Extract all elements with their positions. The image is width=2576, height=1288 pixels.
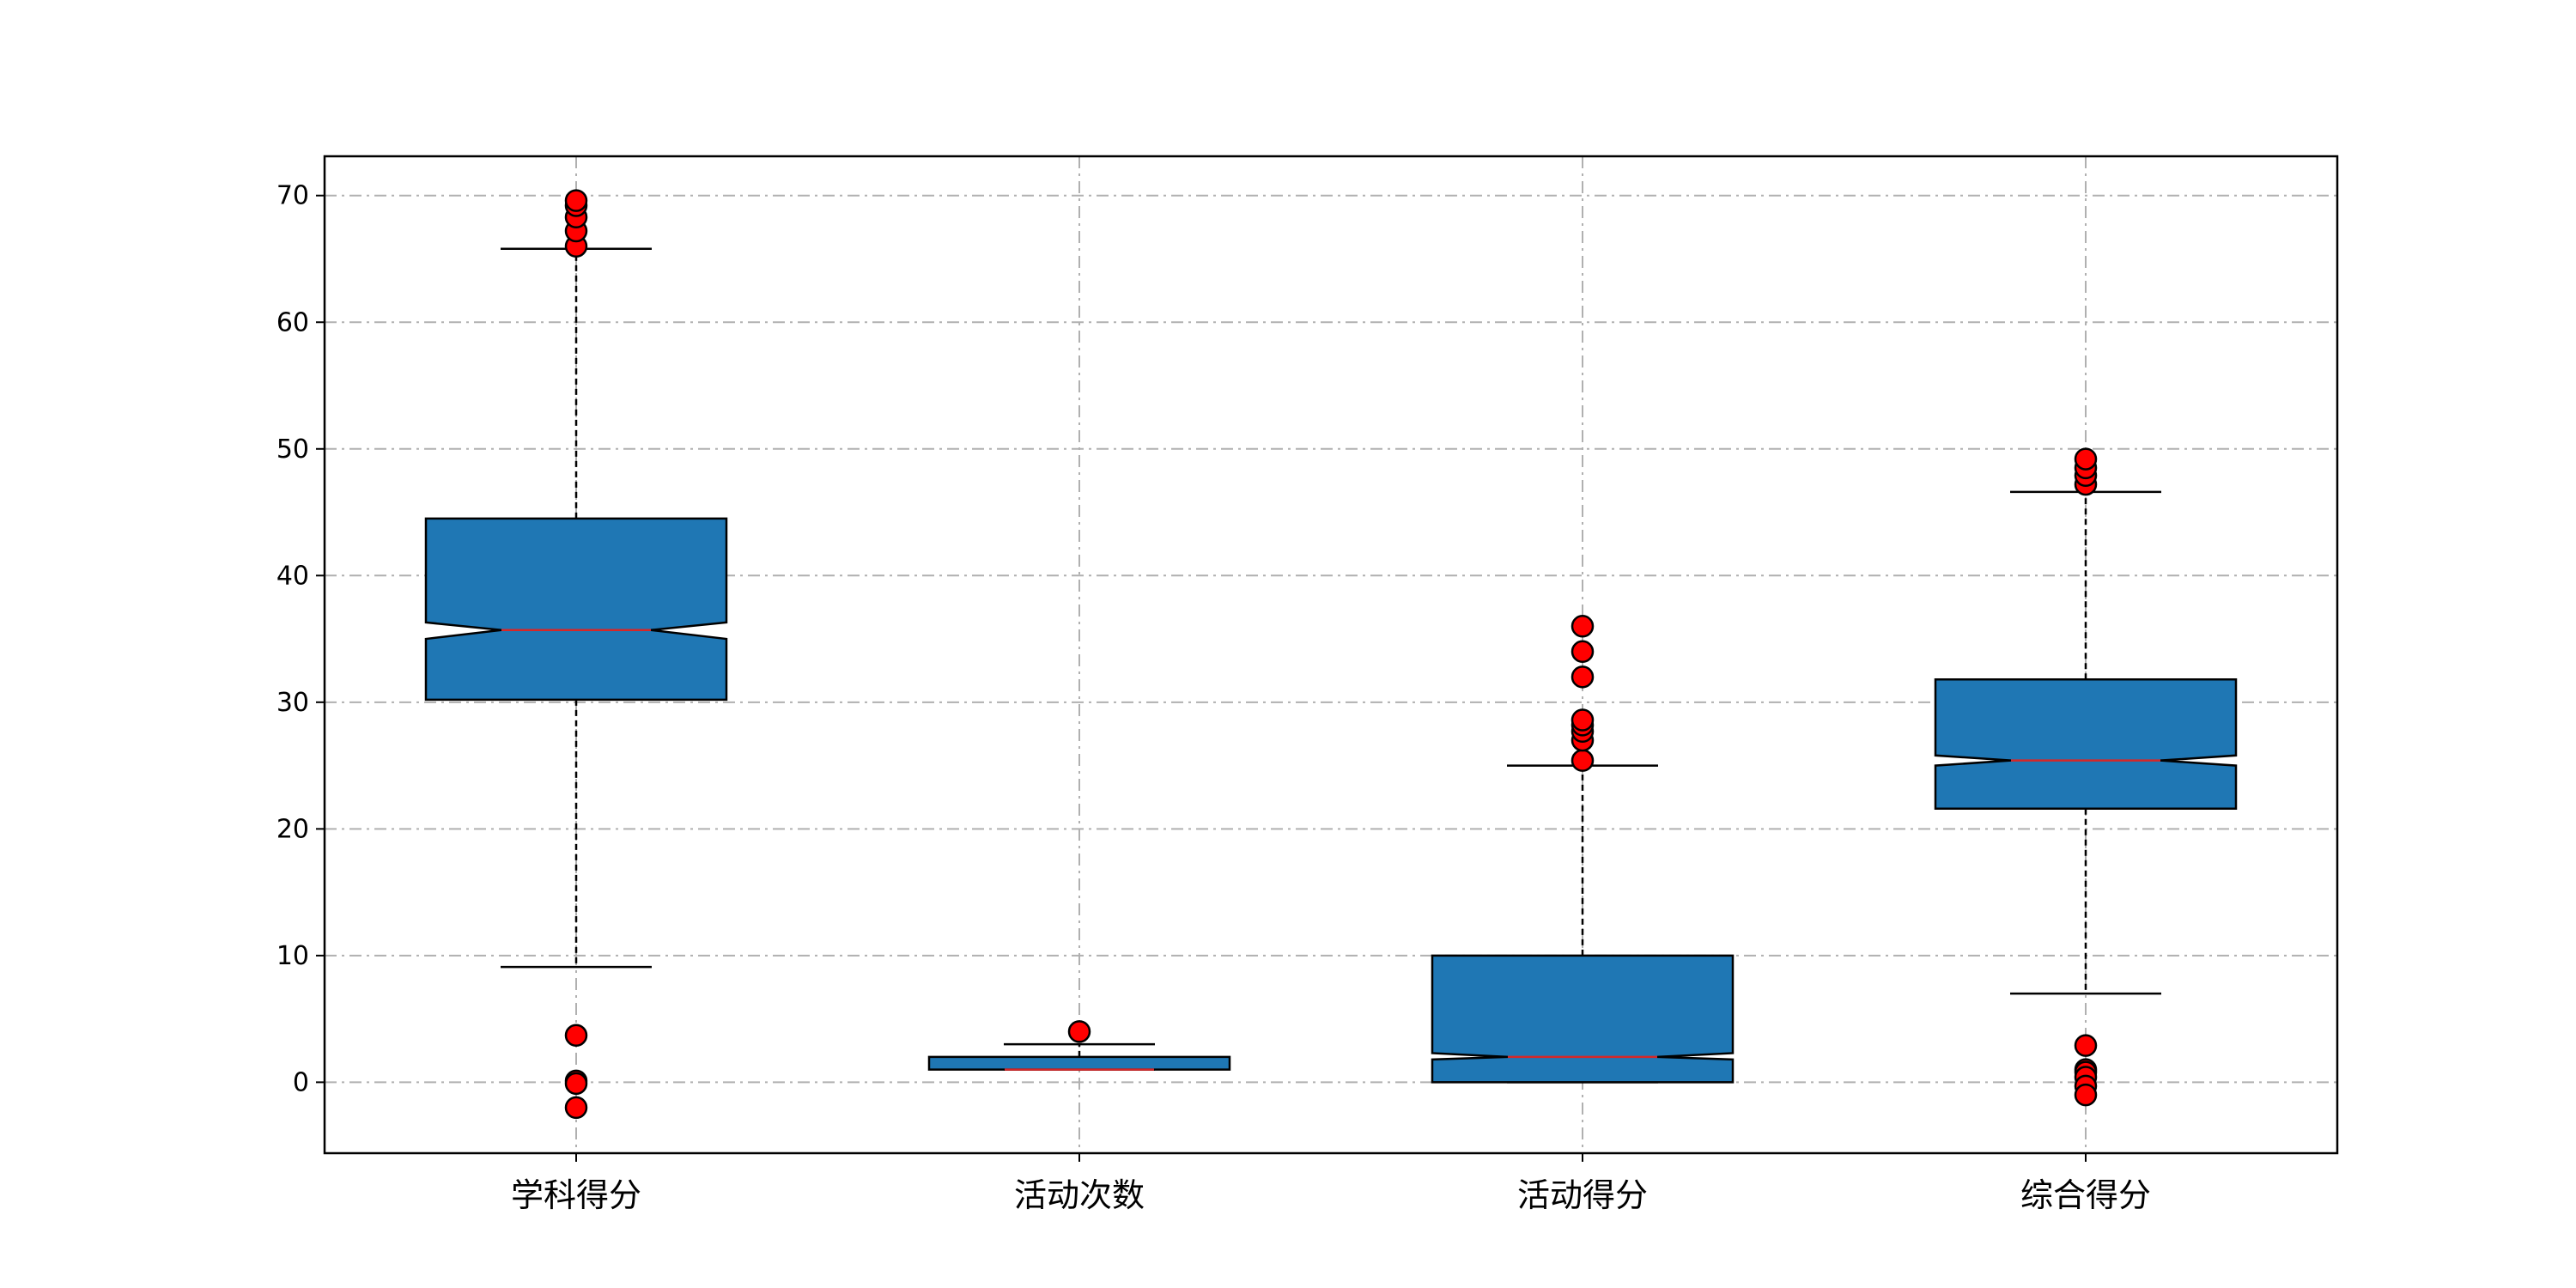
boxes <box>424 189 2238 1120</box>
box-group <box>927 1020 1231 1071</box>
y-tick-label: 50 <box>276 434 309 465</box>
outlier-point <box>1571 640 1595 664</box>
y-tick-label: 70 <box>276 181 309 211</box>
box-group <box>1934 447 2238 1107</box>
outlier-point <box>2074 447 2098 471</box>
box-group <box>1431 615 1735 1084</box>
outlier-point <box>1571 749 1595 772</box>
outlier-point <box>1067 1020 1091 1043</box>
box-body <box>1431 954 1735 1084</box>
x-axis: 学科得分 活动次数 活动得分 综合得分 <box>511 1153 2151 1214</box>
outlier-point <box>564 1096 588 1120</box>
outlier-point <box>564 189 588 212</box>
outlier-point <box>2074 1083 2098 1107</box>
outlier-point <box>1571 665 1595 689</box>
x-tick-label: 活动次数 <box>1014 1176 1145 1214</box>
box-body <box>1934 678 2238 810</box>
x-tick-label: 活动得分 <box>1517 1176 1648 1214</box>
outlier-point <box>2074 1034 2098 1057</box>
box-body <box>927 1055 1231 1071</box>
outlier-point <box>564 1024 588 1048</box>
y-axis: 0 10 20 30 40 50 60 70 <box>276 181 325 1097</box>
y-tick-label: 30 <box>276 688 309 718</box>
x-tick-label: 综合得分 <box>2020 1176 2151 1214</box>
y-tick-label: 60 <box>276 307 309 337</box>
plot-frame <box>323 155 2339 1155</box>
box-body <box>424 517 728 702</box>
box-group <box>424 189 728 1120</box>
outlier-point <box>1571 615 1595 638</box>
y-tick-label: 20 <box>276 814 309 844</box>
outlier-point <box>1571 708 1595 732</box>
x-tick-label: 学科得分 <box>511 1176 641 1214</box>
y-tick-label: 0 <box>293 1067 309 1097</box>
y-tick-label: 10 <box>276 941 309 971</box>
outlier-point <box>564 1072 588 1096</box>
y-tick-label: 40 <box>276 561 309 591</box>
